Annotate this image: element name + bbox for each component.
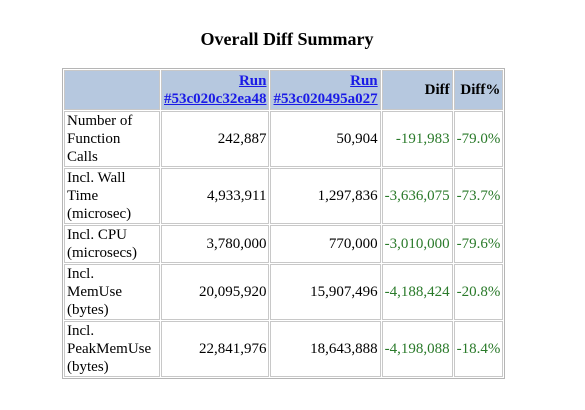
table-row: Incl. PeakMemUse (bytes) 22,841,976 18,6… <box>64 321 504 377</box>
diff-summary-table: Run #53c020c32ea48 Run #53c020495a027 Di… <box>62 68 506 379</box>
table-row: Number of Function Calls 242,887 50,904 … <box>64 111 504 167</box>
metric-line: Number of <box>67 113 133 129</box>
run-2-value: 770,000 <box>270 225 381 263</box>
diff-pct-value: -79.6% <box>453 225 504 263</box>
metric-line: Calls <box>67 149 98 165</box>
metric-line: Function <box>67 131 121 147</box>
run-2-link[interactable]: Run #53c020495a027 <box>273 72 377 108</box>
diff-pct-value: -79.0% <box>453 111 504 167</box>
metric-label: Incl. MemUse (bytes) <box>64 264 160 320</box>
run-1-link-label: Run <box>238 73 267 89</box>
run-1-value: 242,887 <box>161 111 270 167</box>
metric-line: Time <box>67 188 99 204</box>
header-empty-cell <box>64 70 160 110</box>
header-diff-pct: Diff% <box>453 70 504 110</box>
run-1-value: 3,780,000 <box>161 225 270 263</box>
run-2-value: 18,643,888 <box>270 321 381 377</box>
run-2-value: 1,297,836 <box>270 168 381 224</box>
run-1-link[interactable]: Run #53c020c32ea48 <box>164 72 266 108</box>
page-title: Overall Diff Summary <box>200 29 374 49</box>
table-header-row: Run #53c020c32ea48 Run #53c020495a027 Di… <box>64 70 504 110</box>
metric-line: MemUse <box>67 284 122 300</box>
metric-label: Incl. PeakMemUse (bytes) <box>64 321 160 377</box>
metric-line: (bytes) <box>67 302 109 318</box>
run-1-value: 4,933,911 <box>161 168 270 224</box>
table-row: Incl. MemUse (bytes) 20,095,920 15,907,4… <box>64 264 504 320</box>
diff-value: -3,636,075 <box>381 168 453 224</box>
run-1-value: 22,841,976 <box>161 321 270 377</box>
diff-pct-value: -73.7% <box>453 168 504 224</box>
run-2-value: 15,907,496 <box>270 264 381 320</box>
run-1-value: 20,095,920 <box>161 264 270 320</box>
metric-line: (microsecs) <box>67 245 137 261</box>
metric-label: Incl. CPU (microsecs) <box>64 225 160 263</box>
run-1-link-id: #53c020c32ea48 <box>164 91 267 107</box>
table-row: Incl. CPU (microsecs) 3,780,000 770,000 … <box>64 225 504 263</box>
metric-line: (bytes) <box>67 359 109 375</box>
metric-line: (microsec) <box>67 206 132 222</box>
run-2-link-id: #53c020495a027 <box>273 91 378 107</box>
header-run-1: Run #53c020c32ea48 <box>161 70 270 110</box>
diff-value: -4,188,424 <box>381 264 453 320</box>
metric-line: Incl. <box>67 323 95 339</box>
header-diff: Diff <box>381 70 453 110</box>
run-2-value: 50,904 <box>270 111 381 167</box>
run-2-link-label: Run <box>350 73 378 89</box>
diff-value: -3,010,000 <box>381 225 453 263</box>
metric-line: PeakMemUse <box>67 341 152 357</box>
metric-line: Incl. <box>67 266 95 282</box>
diff-value: -191,983 <box>381 111 453 167</box>
table-row: Incl. Wall Time (microsec) 4,933,911 1,2… <box>64 168 504 224</box>
metric-label: Number of Function Calls <box>64 111 160 167</box>
metric-label: Incl. Wall Time (microsec) <box>64 168 160 224</box>
header-run-2: Run #53c020495a027 <box>270 70 381 110</box>
diff-pct-value: -20.8% <box>453 264 504 320</box>
metric-line: Incl. Wall <box>67 170 126 186</box>
diff-value: -4,198,088 <box>381 321 453 377</box>
diff-pct-value: -18.4% <box>453 321 504 377</box>
metric-line: Incl. CPU <box>67 227 127 243</box>
